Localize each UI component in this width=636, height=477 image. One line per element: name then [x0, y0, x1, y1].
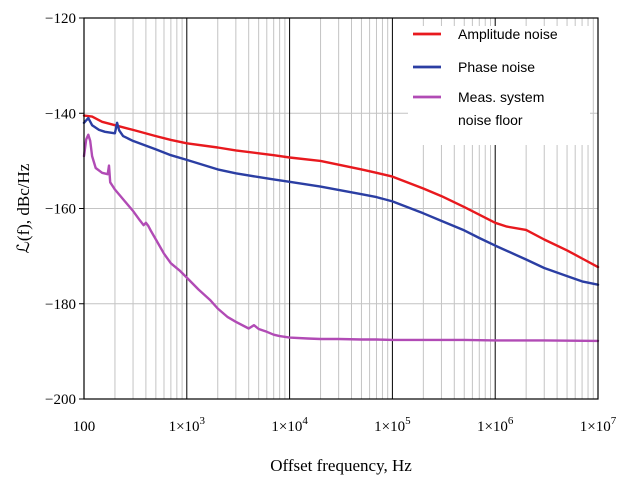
y-tick-label: −160: [45, 202, 76, 218]
legend-label: Amplitude noise: [458, 26, 558, 42]
legend-label: noise floor: [458, 112, 523, 128]
series-line: [82, 114, 600, 269]
x-tick-labels: 100 1×103 1×104 1×105 1×106 1×107: [73, 415, 617, 435]
y-axis-title: ℒ(f), dBc/Hz: [14, 163, 33, 253]
series-line: [82, 116, 600, 286]
axis-ticks: [79, 17, 84, 400]
x-axis-title: Offset frequency, Hz: [270, 456, 412, 475]
x-tick-label: 1×103: [169, 415, 206, 435]
y-tick-label: −200: [45, 392, 76, 408]
x-tick-label: 1×105: [374, 415, 411, 435]
x-tick-label: 1×107: [580, 415, 617, 435]
minor-gridlines: [84, 17, 598, 400]
x-tick-label: 1×106: [477, 415, 514, 435]
y-tick-label: −180: [45, 297, 76, 313]
y-tick-label: −120: [45, 11, 76, 27]
legend-label: Meas. system: [458, 89, 544, 105]
legend: Amplitude noise Phase noise Meas. system no…: [408, 26, 590, 145]
series-line: [82, 133, 600, 343]
y-tick-label: −140: [45, 106, 76, 122]
series-layer: [82, 114, 600, 343]
y-tick-labels: −120 −140 −160 −180 −200: [45, 11, 76, 408]
legend-box: [408, 26, 590, 145]
legend-label: Phase noise: [458, 59, 535, 75]
x-tick-label: 100: [73, 419, 96, 435]
x-tick-label: 1×104: [271, 415, 308, 435]
